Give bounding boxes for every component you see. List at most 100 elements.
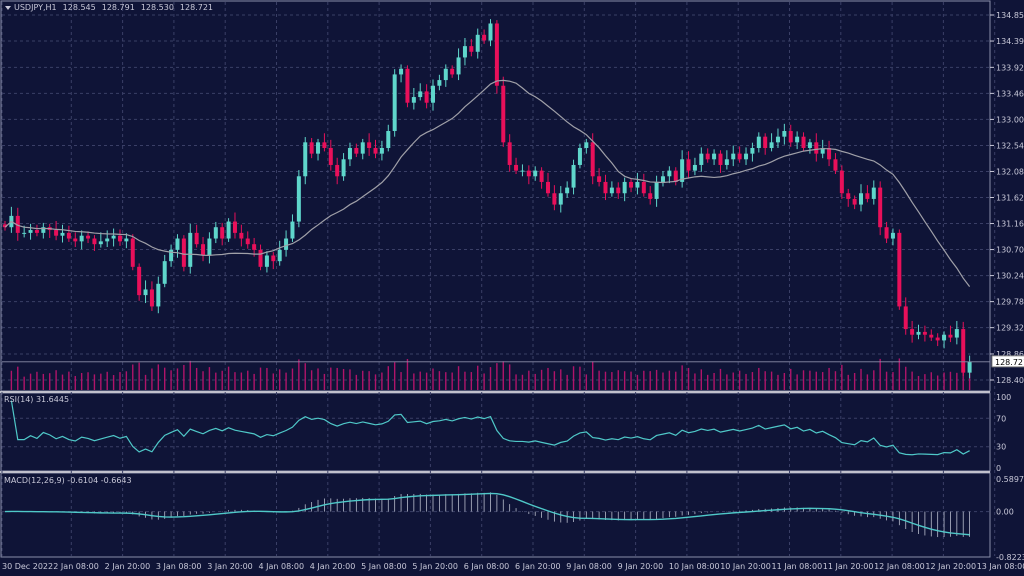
- candle: [903, 297, 908, 335]
- candle: [839, 165, 844, 199]
- candle-body: [399, 68, 404, 75]
- candle-body: [954, 329, 959, 338]
- candle: [399, 64, 404, 83]
- candle: [954, 320, 959, 345]
- candle: [9, 206, 14, 233]
- candle-body: [833, 159, 838, 171]
- candle: [226, 218, 231, 242]
- candle: [143, 280, 148, 304]
- candle: [545, 172, 550, 197]
- candle-body: [903, 306, 908, 330]
- candle: [347, 142, 352, 167]
- candle-body: [424, 91, 429, 103]
- price-tick-label: 130.245: [996, 272, 1024, 281]
- candle: [775, 128, 780, 148]
- candle: [98, 232, 103, 248]
- candle-body: [92, 238, 97, 245]
- candle-body: [699, 153, 704, 165]
- current-price-label: 128.721: [995, 358, 1024, 367]
- time-tick-label: 13 Jan 08:00: [977, 562, 1024, 571]
- candle: [28, 223, 33, 240]
- candle: [897, 229, 902, 310]
- candle-body: [737, 153, 742, 160]
- candle-body: [239, 232, 244, 239]
- candle: [162, 254, 167, 288]
- candle: [750, 142, 755, 162]
- time-tick-label: 11 Jan 08:00: [772, 562, 823, 571]
- candle: [354, 143, 359, 158]
- candle: [603, 174, 608, 201]
- candle-body: [686, 159, 691, 171]
- candle-body: [28, 230, 33, 233]
- candle-body: [814, 142, 819, 154]
- candle: [577, 143, 582, 169]
- candle-body: [929, 334, 934, 338]
- candle: [392, 69, 397, 137]
- candle-body: [258, 249, 263, 267]
- time-tick-label: 30 Dec 2022: [2, 562, 53, 571]
- candle-body: [22, 232, 27, 234]
- candle: [15, 207, 20, 241]
- candle: [3, 220, 7, 231]
- candle: [629, 178, 634, 193]
- candle-body: [763, 136, 768, 148]
- candle-body: [935, 337, 940, 341]
- candle-body: [456, 57, 461, 75]
- candle: [335, 157, 340, 185]
- candle-body: [571, 164, 576, 188]
- header-high: 128.791: [102, 3, 135, 12]
- candle-body: [967, 361, 972, 373]
- time-tick-label: 5 Jan 08:00: [361, 562, 407, 571]
- candle: [526, 165, 531, 185]
- price-tick-label: 132.545: [996, 141, 1024, 150]
- candle-body: [673, 170, 678, 182]
- candle-body: [271, 255, 276, 262]
- candle-body: [488, 23, 493, 41]
- candle: [795, 131, 800, 150]
- candle-body: [897, 232, 902, 307]
- candle: [41, 222, 46, 239]
- candle-body: [188, 232, 193, 267]
- candle: [648, 186, 653, 205]
- price-tick-label: 128.400: [996, 376, 1024, 385]
- candle-body: [213, 227, 218, 239]
- candle: [34, 224, 39, 237]
- candle: [277, 240, 282, 266]
- candle: [756, 132, 761, 153]
- candle: [92, 235, 97, 251]
- candle: [411, 88, 416, 110]
- time-tick-label: 11 Jan 20:00: [823, 562, 874, 571]
- candle: [744, 147, 749, 165]
- candle: [788, 124, 793, 147]
- candle: [635, 172, 640, 195]
- time-tick-label: 4 Jan 20:00: [310, 562, 356, 571]
- candle-body: [577, 147, 582, 165]
- candle-body: [744, 153, 749, 160]
- time-tick-label: 10 Jan 08:00: [669, 562, 720, 571]
- chart-header: USDJPY,H1 128.545 128.791 128.530 128.721: [14, 3, 213, 12]
- candle-body: [354, 147, 359, 154]
- candle: [66, 225, 71, 242]
- candle-body: [347, 147, 352, 160]
- rsi-line: [10, 400, 970, 456]
- candle: [597, 168, 602, 187]
- candle: [782, 123, 787, 145]
- candle: [910, 320, 915, 343]
- candle-body: [475, 34, 480, 52]
- candle: [175, 234, 180, 258]
- candle: [686, 151, 691, 179]
- candle-body: [750, 147, 755, 154]
- candle: [673, 167, 678, 186]
- candle-body: [462, 46, 467, 58]
- candle: [718, 150, 723, 173]
- candle-body: [309, 142, 314, 154]
- candle: [54, 220, 59, 241]
- candle-body: [667, 170, 672, 177]
- candle-body: [341, 159, 346, 177]
- candle-body: [175, 238, 180, 250]
- candle-body: [654, 181, 659, 199]
- candle: [482, 29, 487, 44]
- candle-body: [507, 142, 512, 165]
- candle: [705, 148, 710, 163]
